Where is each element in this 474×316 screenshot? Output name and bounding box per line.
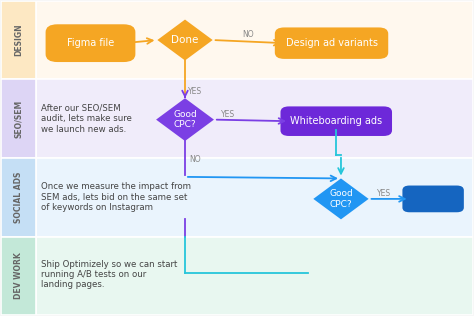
Text: Figma file: Figma file [67, 38, 114, 48]
FancyBboxPatch shape [0, 158, 36, 237]
FancyBboxPatch shape [402, 185, 464, 212]
Polygon shape [313, 179, 369, 219]
Polygon shape [157, 20, 213, 60]
Text: YES: YES [221, 110, 235, 119]
Text: SEO/SEM: SEO/SEM [14, 100, 23, 138]
Text: Whiteboarding ads: Whiteboarding ads [290, 116, 383, 126]
Text: Good
CPC?: Good CPC? [329, 189, 353, 209]
Text: After our SEO/SEM
audit, lets make sure
we launch new ads.: After our SEO/SEM audit, lets make sure … [41, 104, 132, 134]
Text: YES: YES [188, 87, 202, 96]
Text: Done: Done [171, 35, 199, 45]
FancyBboxPatch shape [46, 24, 136, 62]
FancyBboxPatch shape [36, 237, 474, 315]
FancyBboxPatch shape [0, 237, 36, 315]
Text: YES: YES [377, 189, 391, 198]
FancyBboxPatch shape [36, 1, 474, 79]
FancyBboxPatch shape [36, 79, 474, 158]
FancyBboxPatch shape [36, 158, 474, 237]
Text: DEV WORK: DEV WORK [14, 252, 23, 299]
Text: Design ad variants: Design ad variants [285, 38, 377, 48]
Text: NO: NO [190, 155, 201, 164]
FancyBboxPatch shape [0, 1, 36, 79]
Polygon shape [156, 98, 214, 141]
Text: DESIGN: DESIGN [14, 24, 23, 56]
Text: Good
CPC?: Good CPC? [173, 110, 197, 129]
Text: Once we measure the impact from
SEM ads, lets bid on the same set
of keywords on: Once we measure the impact from SEM ads,… [41, 182, 191, 212]
FancyBboxPatch shape [275, 27, 388, 59]
Text: Ship Optimizely so we can start
running A/B tests on our
landing pages.: Ship Optimizely so we can start running … [41, 259, 177, 289]
Text: SOCIAL ADS: SOCIAL ADS [14, 172, 23, 223]
Text: NO: NO [243, 30, 254, 39]
FancyBboxPatch shape [0, 79, 36, 158]
FancyBboxPatch shape [281, 106, 392, 136]
